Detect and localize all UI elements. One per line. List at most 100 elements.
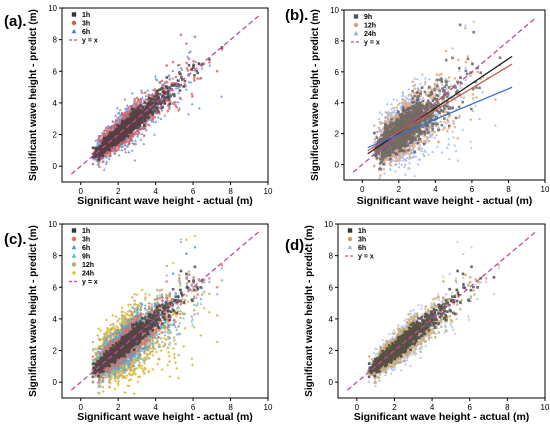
data-point (178, 85, 182, 88)
data-point (94, 139, 98, 142)
data-point (97, 156, 101, 159)
data-point (107, 157, 111, 160)
data-point (126, 143, 130, 147)
panel-label: (a). (4, 13, 27, 30)
data-point (435, 81, 439, 85)
data-point (444, 121, 448, 125)
data-point (123, 107, 127, 110)
data-point (129, 124, 133, 127)
data-point (140, 96, 144, 100)
data-point (395, 98, 399, 102)
data-point (95, 152, 99, 156)
data-point (93, 154, 97, 158)
data-point (139, 121, 143, 125)
data-point (162, 99, 165, 103)
data-point (96, 138, 100, 142)
data-point (113, 140, 117, 143)
data-point (158, 81, 162, 84)
data-point (474, 104, 477, 107)
data-point (145, 113, 148, 117)
data-point (139, 109, 143, 112)
data-point (117, 127, 120, 131)
data-point (110, 144, 113, 148)
data-point (133, 158, 137, 162)
legend-marker (71, 20, 77, 26)
data-point (155, 98, 159, 101)
data-point (478, 117, 481, 120)
data-point (171, 69, 175, 73)
data-point (174, 86, 178, 90)
data-point (400, 156, 404, 159)
data-point (451, 130, 455, 133)
data-point (135, 124, 139, 127)
data-point (172, 83, 175, 87)
data-point (139, 138, 143, 141)
data-point (105, 137, 108, 141)
data-point (123, 120, 126, 124)
data-point (103, 136, 106, 140)
x-tick-label: 0 (79, 187, 84, 196)
data-point (445, 146, 449, 149)
data-point (451, 46, 454, 50)
data-point (168, 78, 172, 81)
data-point (105, 147, 108, 150)
data-point (454, 149, 458, 153)
data-point (127, 139, 131, 143)
data-point (95, 149, 98, 153)
data-point (438, 91, 442, 95)
data-point (380, 112, 384, 116)
data-point (457, 116, 461, 119)
data-point (125, 133, 129, 137)
data-point (107, 145, 111, 149)
data-point (444, 49, 448, 53)
data-point (429, 96, 433, 100)
data-point (179, 66, 183, 69)
data-point (171, 60, 175, 64)
data-point (155, 94, 159, 98)
data-point (180, 68, 184, 71)
data-point (469, 146, 473, 149)
data-point (208, 63, 212, 67)
data-point (123, 147, 127, 151)
data-point (104, 162, 108, 165)
data-point (438, 73, 441, 77)
data-point (134, 113, 138, 116)
data-point (186, 55, 189, 58)
data-point (423, 82, 427, 86)
data-point (121, 135, 125, 139)
data-point (185, 42, 188, 45)
data-point (153, 107, 157, 111)
data-point (104, 145, 108, 149)
y-tick-label: 2 (53, 131, 58, 140)
data-point (102, 168, 106, 171)
data-point (144, 111, 147, 115)
data-point (113, 152, 117, 156)
data-point (127, 129, 131, 133)
data-point (464, 78, 468, 82)
data-point (115, 143, 118, 146)
data-point (413, 144, 416, 148)
data-point (398, 101, 402, 104)
data-point (139, 101, 142, 105)
data-point (111, 126, 114, 129)
data-point (106, 124, 110, 128)
data-point (139, 111, 143, 115)
data-point (167, 97, 170, 101)
data-point (385, 102, 389, 105)
data-point (125, 103, 129, 107)
data-point (135, 116, 139, 119)
data-point (137, 132, 140, 136)
data-point (114, 131, 117, 135)
x-tick-label: 8 (228, 187, 233, 196)
data-point (137, 112, 141, 115)
data-point (412, 154, 416, 157)
data-point (166, 109, 170, 113)
data-point (118, 127, 122, 131)
data-point (136, 126, 140, 130)
data-point (160, 79, 164, 83)
data-point (155, 106, 158, 110)
data-point (126, 107, 130, 111)
data-point (105, 160, 109, 164)
data-point (142, 142, 146, 145)
